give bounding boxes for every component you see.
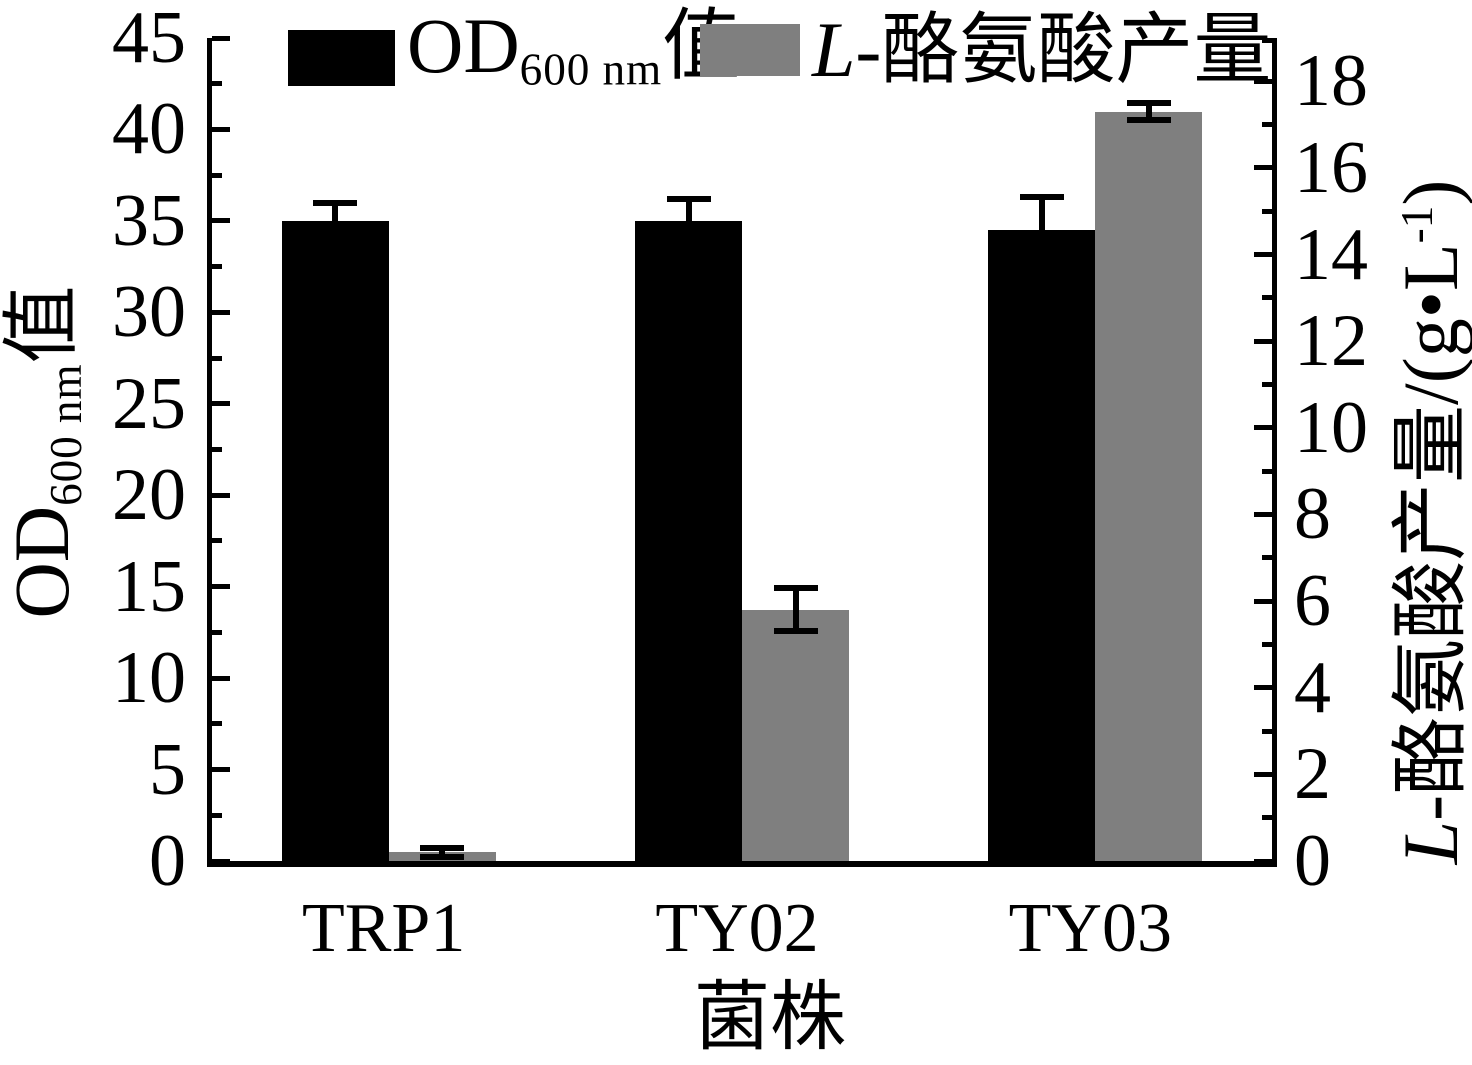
error-bar-cap-bottom: [313, 236, 358, 243]
right-axis-major-tick: [1254, 252, 1272, 258]
error-bar-line: [1038, 197, 1045, 263]
plot-area: [207, 35, 1277, 867]
right-axis-tick-label: 6: [1294, 560, 1331, 643]
legend-swatch-od: [288, 29, 395, 86]
right-axis-tick-label: 0: [1294, 820, 1331, 902]
error-bar-cap-top: [313, 199, 358, 206]
error-bar-line: [439, 848, 446, 857]
error-bar-cap-top: [666, 195, 711, 202]
error-bar-cap-top: [420, 845, 465, 851]
left-axis-tick-label: 10: [112, 637, 186, 720]
left-axis-major-tick: [212, 675, 230, 681]
x-tick-label-ty02: TY02: [655, 890, 819, 967]
right-axis-major-tick: [1254, 598, 1272, 604]
error-bar-cap-top: [1019, 194, 1064, 201]
bar-tyrosine-ty02: [742, 609, 849, 861]
right-axis-major-tick: [1254, 771, 1272, 777]
error-bar-line: [332, 202, 339, 240]
right-axis-major-tick: [1254, 425, 1272, 431]
right-axis-minor-tick: [1262, 295, 1272, 301]
left-axis-minor-tick: [212, 538, 222, 544]
left-axis-major-tick: [212, 401, 230, 407]
right-axis-tick-label: 16: [1294, 126, 1368, 209]
left-axis-tick-label: 30: [112, 271, 186, 354]
right-axis-tick-label: 12: [1294, 300, 1368, 383]
left-axis-minor-tick: [212, 447, 222, 452]
left-axis-tick-label: 5: [149, 728, 186, 811]
error-bar-cap-bottom: [420, 853, 465, 860]
legend-swatch-tyrosine: [700, 24, 800, 76]
right-axis-title: L-酪氨酸产量/(g•L-1): [1386, 179, 1472, 865]
right-axis-major-tick: [1254, 338, 1272, 344]
left-axis-minor-tick: [212, 629, 222, 635]
left-axis-minor-tick: [212, 172, 222, 178]
left-axis-minor-tick: [212, 355, 222, 361]
left-axis-tick-label: 35: [112, 179, 186, 262]
left-axis-minor-tick: [212, 264, 222, 270]
left-axis-major-tick: [212, 492, 230, 498]
right-axis-tick-label: 2: [1294, 733, 1331, 816]
left-axis-major-tick: [212, 35, 230, 41]
left-axis-tick-label: 0: [149, 820, 186, 902]
x-tick-label-ty03: TY03: [1008, 890, 1172, 967]
error-bar-cap-top: [1126, 99, 1171, 106]
error-bar-cap-bottom: [773, 628, 818, 635]
right-axis-minor-tick: [1262, 728, 1272, 734]
right-axis-minor-tick: [1262, 641, 1272, 647]
left-axis-minor-tick: [212, 721, 222, 727]
bar-od-trp1: [281, 220, 389, 861]
error-bar-cap-top: [773, 585, 818, 592]
error-bar-line: [685, 198, 692, 243]
left-axis-tick-label: 45: [112, 0, 186, 79]
left-axis-major-tick: [212, 126, 230, 132]
left-axis-major-tick: [212, 584, 230, 590]
right-axis-minor-tick: [1262, 208, 1272, 214]
right-axis-major-tick: [1254, 685, 1272, 691]
right-axis-minor-tick: [1262, 122, 1272, 128]
bar-od-ty02: [635, 220, 742, 861]
error-bar-cap-bottom: [1126, 117, 1171, 124]
right-axis-minor-tick: [1262, 468, 1272, 474]
error-bar-line: [792, 588, 799, 632]
bar-od-ty03: [988, 230, 1096, 861]
x-axis-title: 菌株: [694, 976, 846, 1060]
right-axis-minor-tick: [1262, 38, 1272, 43]
right-axis-tick-label: 14: [1294, 213, 1368, 296]
left-axis-major-tick: [212, 858, 230, 864]
right-axis-major-tick: [1254, 511, 1272, 517]
right-axis-tick-label: 18: [1294, 40, 1368, 123]
x-tick-label-trp1: TRP1: [301, 890, 466, 967]
left-axis-major-tick: [212, 309, 230, 315]
right-axis-minor-tick: [1262, 555, 1272, 561]
left-axis-major-tick: [212, 767, 230, 773]
left-axis-tick-label: 40: [112, 88, 186, 171]
left-axis-tick-label: 25: [112, 362, 186, 445]
left-axis-tick-label: 15: [112, 545, 186, 628]
right-axis-major-tick: [1254, 78, 1272, 84]
legend-label-od: OD600 nm值: [407, 2, 740, 95]
bar-tyrosine-ty03: [1095, 111, 1203, 861]
left-axis-minor-tick: [212, 812, 222, 818]
error-bar-cap-bottom: [666, 239, 711, 246]
legend-item-od: OD600 nm值: [288, 6, 740, 110]
legend-item-tyrosine: L-酪氨酸产量: [700, 10, 1271, 90]
right-axis-major-tick: [1254, 165, 1272, 171]
right-axis-tick-label: 8: [1294, 473, 1331, 556]
right-axis-minor-tick: [1262, 382, 1272, 388]
right-axis-tick-label: 4: [1294, 646, 1331, 729]
right-axis-minor-tick: [1262, 815, 1272, 821]
error-bar-line: [1145, 102, 1152, 121]
right-axis-tick-label: 10: [1294, 386, 1368, 469]
left-axis-major-tick: [212, 218, 230, 224]
right-axis-major-tick: [1254, 858, 1272, 864]
legend-label-tyrosine: L-酪氨酸产量: [812, 6, 1272, 93]
error-bar-cap-bottom: [1019, 259, 1064, 266]
left-axis-tick-label: 20: [112, 454, 186, 537]
left-axis-minor-tick: [212, 81, 222, 87]
